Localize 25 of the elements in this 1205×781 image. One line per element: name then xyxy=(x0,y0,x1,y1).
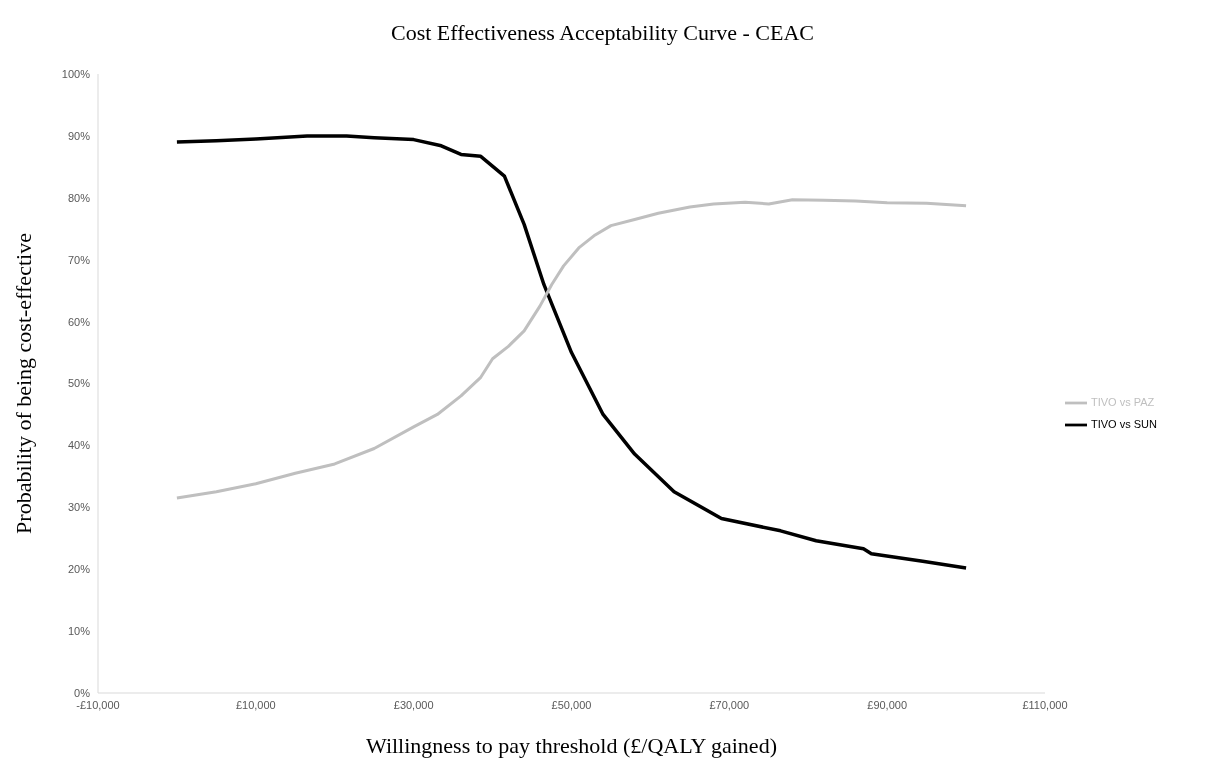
y-tick-label: 80% xyxy=(67,191,91,204)
legend-label: TIVO vs SUN xyxy=(1090,417,1157,430)
line-series xyxy=(175,198,968,500)
y-tick-label: 50% xyxy=(67,377,91,390)
y-tick-label: 100% xyxy=(61,67,91,80)
y-tick-label: 0% xyxy=(74,686,91,699)
x-tick-label: £70,000 xyxy=(709,698,750,711)
x-axis-title: Willingness to pay threshold (£/QALY gained) xyxy=(366,733,777,758)
y-axis-title: Probability of being cost-effective xyxy=(10,233,36,534)
x-tick-label: £110,000 xyxy=(1022,698,1068,711)
chart-title: Cost Effectiveness Acceptability Curve - CEAC xyxy=(390,19,815,47)
y-tick-label: 40% xyxy=(67,439,91,452)
y-tick-label: 70% xyxy=(67,253,91,266)
y-tick-label: 90% xyxy=(67,129,91,142)
x-tick-label: £30,000 xyxy=(393,698,434,711)
x-tick-label: £90,000 xyxy=(867,698,908,711)
y-tick-label: 30% xyxy=(67,501,91,514)
line-series xyxy=(175,134,968,570)
x-tick-label: £10,000 xyxy=(235,698,276,711)
y-tick-label: 60% xyxy=(67,315,91,328)
y-tick-label: 10% xyxy=(67,625,91,638)
legend-label: TIVO vs PAZ xyxy=(1090,395,1155,408)
y-tick-label: 20% xyxy=(67,563,91,576)
x-tick-label: £50,000 xyxy=(551,698,592,711)
x-tick-label: -£10,000 xyxy=(76,698,120,711)
